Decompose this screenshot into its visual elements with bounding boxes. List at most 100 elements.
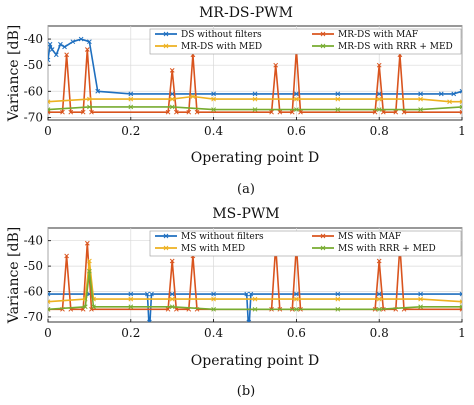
x-tick-label: 1 xyxy=(458,124,466,138)
y-axis-label-a: Variance [dB] xyxy=(6,25,22,122)
data-point-marker xyxy=(418,96,423,102)
data-point-marker xyxy=(169,68,175,73)
data-point-marker xyxy=(376,107,382,112)
data-point-marker xyxy=(248,291,254,297)
data-point-marker xyxy=(87,268,92,274)
legend-box xyxy=(149,230,462,257)
data-point-marker xyxy=(294,291,299,297)
data-point-marker xyxy=(165,306,171,312)
data-point-marker xyxy=(459,291,462,297)
x-tick-label: 0.8 xyxy=(370,326,389,340)
data-point-marker xyxy=(53,52,59,58)
legend-label: MR-DS with MAF xyxy=(338,30,418,40)
x-tick-label: 0 xyxy=(44,124,52,138)
data-point-marker xyxy=(128,291,134,297)
y-tick-label: -60 xyxy=(24,285,43,299)
data-point-marker xyxy=(376,96,382,102)
data-point-marker xyxy=(376,306,382,312)
data-point-marker xyxy=(173,109,179,115)
y-tick-label: -60 xyxy=(24,84,43,98)
data-point-marker xyxy=(48,57,51,63)
data-point-marker xyxy=(48,99,51,105)
x-tick-label: 0.6 xyxy=(287,326,306,340)
data-point-marker xyxy=(95,88,101,94)
legend-marker xyxy=(320,31,326,37)
y-tick-label: -50 xyxy=(24,58,43,72)
data-point-marker xyxy=(64,52,69,58)
chart-panel-b: MS-PWM 0 0.2 0.4 0.6 0.8 1 -40 -50 -60 -70 MS wi… xyxy=(6,206,466,399)
data-point-marker xyxy=(80,109,86,115)
data-point-marker xyxy=(87,258,92,264)
y-axis-label-b: Variance [dB] xyxy=(6,227,22,324)
data-point-marker xyxy=(169,104,175,110)
data-point-marker xyxy=(335,291,341,297)
legend-label: MR-DS with MED xyxy=(181,42,262,52)
data-point-marker xyxy=(273,62,279,68)
data-point-marker xyxy=(84,240,90,246)
data-point-marker xyxy=(87,104,92,110)
data-point-marker xyxy=(294,91,299,97)
data-point-marker xyxy=(294,306,299,312)
y-ticks-b: -40 -50 -60 -70 xyxy=(24,234,51,324)
x-tick-label: 0.6 xyxy=(287,124,306,138)
legend-label: MS without filters xyxy=(181,232,264,242)
data-point-marker xyxy=(48,41,53,47)
data-point-marker xyxy=(84,47,90,52)
data-point-marker xyxy=(211,291,216,297)
data-point-marker xyxy=(335,96,341,102)
data-point-marker xyxy=(87,39,92,45)
y-tick-label: -50 xyxy=(24,259,43,273)
data-point-marker xyxy=(128,91,134,97)
data-point-marker xyxy=(169,296,175,302)
data-point-marker xyxy=(438,91,444,97)
data-point-marker xyxy=(211,296,216,302)
legend-marker xyxy=(163,245,169,251)
legend-marker xyxy=(163,31,169,37)
y-tick-label: -40 xyxy=(24,32,43,46)
data-point-marker xyxy=(459,109,462,115)
data-point-marker xyxy=(244,291,250,297)
legend-a: DS without filters MR-DS with MAF MR-DS wi… xyxy=(149,28,462,55)
data-point-marker xyxy=(91,304,96,310)
legend-label: MS with MAF xyxy=(338,232,401,242)
x-axis-label-b: Operating point D xyxy=(191,353,319,369)
data-point-marker xyxy=(128,96,134,102)
data-point-marker xyxy=(298,109,303,115)
data-point-marker xyxy=(89,109,94,115)
data-point-marker xyxy=(418,107,423,112)
series-line-2 xyxy=(48,48,462,113)
data-point-marker xyxy=(48,306,51,312)
legend-b: MS without filters MS with MAF MS with MED… xyxy=(149,230,462,257)
x-ticks-a: 0 0.2 0.4 0.6 0.8 1 xyxy=(44,117,466,138)
x-tick-label: 0.2 xyxy=(121,124,140,138)
data-point-marker xyxy=(376,62,382,68)
data-point-marker xyxy=(376,296,382,302)
data-point-marker xyxy=(190,94,196,99)
x-tick-label: 0.2 xyxy=(121,326,140,340)
x-tick-label: 0 xyxy=(44,326,52,340)
legend-label: MS with RRR + MED xyxy=(338,244,436,254)
data-point-marker xyxy=(401,109,407,115)
data-point-marker xyxy=(418,296,423,302)
data-point-marker xyxy=(269,109,274,115)
data-point-marker xyxy=(376,91,382,97)
data-point-marker xyxy=(376,291,382,297)
data-point-marker xyxy=(68,109,74,115)
legend-marker xyxy=(320,43,326,49)
y-tick-label: -70 xyxy=(24,110,43,124)
data-point-marker xyxy=(418,291,423,297)
data-point-marker xyxy=(459,99,462,105)
data-point-marker xyxy=(149,291,154,297)
data-point-marker xyxy=(252,107,258,112)
data-point-marker xyxy=(252,91,258,97)
data-point-marker xyxy=(78,36,84,42)
x-tick-label: 0.8 xyxy=(370,124,389,138)
data-point-marker xyxy=(211,91,216,97)
data-point-marker xyxy=(70,39,76,45)
data-point-marker xyxy=(335,296,341,302)
legend-label: MR-DS with RRR + MED xyxy=(338,42,453,52)
data-point-marker xyxy=(289,109,295,115)
data-point-marker xyxy=(211,306,216,312)
data-point-marker xyxy=(294,296,299,302)
data-point-marker xyxy=(252,96,258,102)
